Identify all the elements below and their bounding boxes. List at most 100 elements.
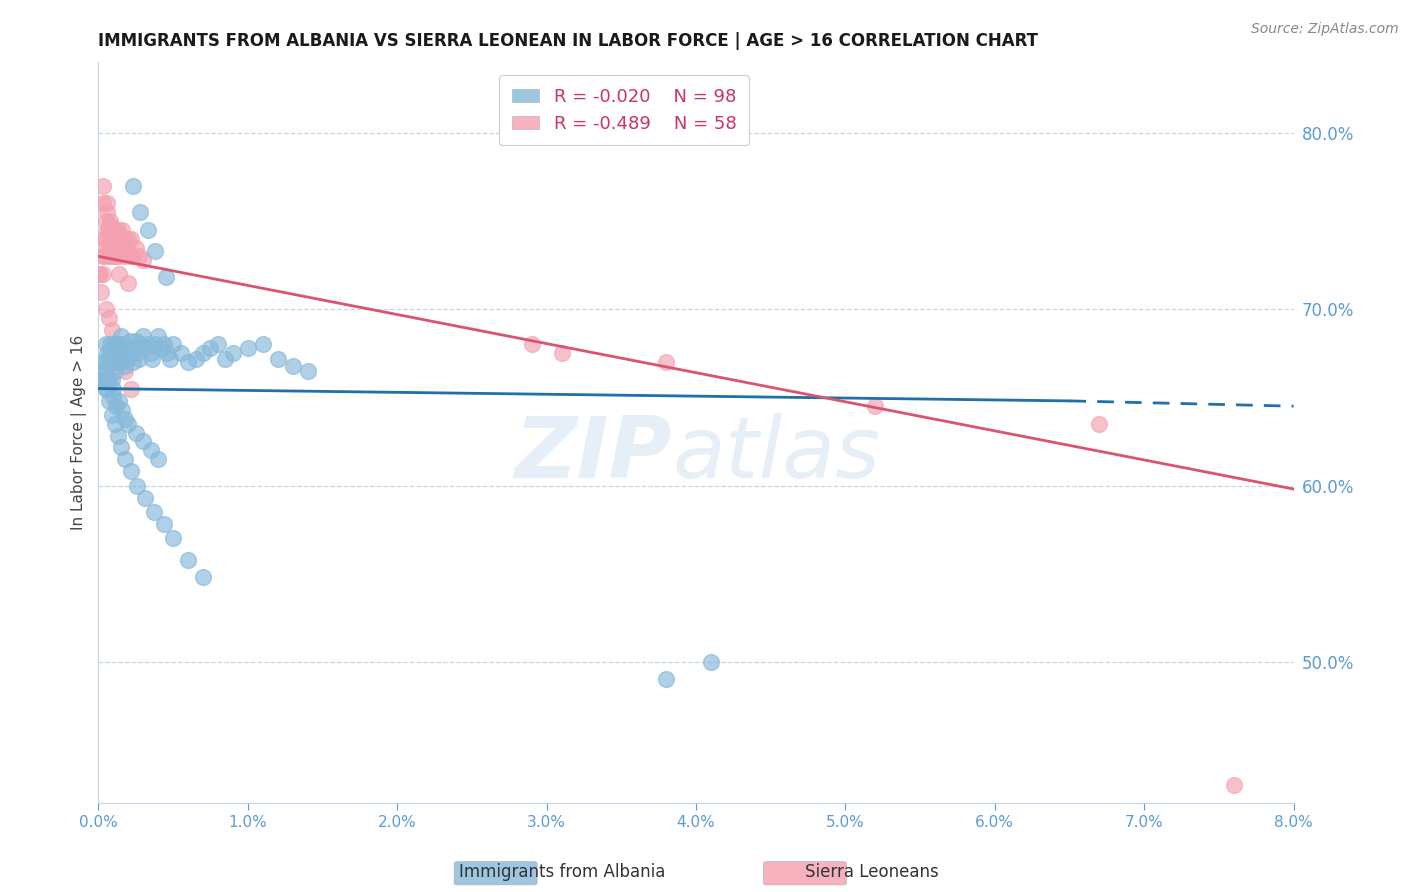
Point xyxy=(107,249,129,263)
Point xyxy=(124,341,146,355)
Point xyxy=(111,337,134,351)
Text: Source: ZipAtlas.com: Source: ZipAtlas.com xyxy=(1251,22,1399,37)
Point xyxy=(101,408,124,422)
Point xyxy=(105,337,128,351)
Point xyxy=(104,223,127,237)
Point xyxy=(1088,417,1111,431)
Point xyxy=(91,355,114,369)
Point xyxy=(150,341,173,355)
Point xyxy=(91,196,114,211)
Point xyxy=(118,334,141,348)
Point xyxy=(115,351,138,366)
Point xyxy=(93,232,115,246)
Point xyxy=(94,382,117,396)
Point xyxy=(191,570,214,584)
Point xyxy=(93,364,115,378)
Point xyxy=(98,346,122,360)
Point xyxy=(93,373,115,387)
Point xyxy=(103,390,125,404)
Legend: R = -0.020    N = 98, R = -0.489    N = 58: R = -0.020 N = 98, R = -0.489 N = 58 xyxy=(499,75,749,145)
Point xyxy=(111,223,134,237)
Point xyxy=(91,249,114,263)
Point xyxy=(267,351,290,366)
Point xyxy=(97,311,120,326)
Point xyxy=(108,393,131,408)
Point xyxy=(297,364,319,378)
Point xyxy=(101,323,124,337)
Point xyxy=(156,346,179,360)
Point xyxy=(114,411,136,425)
Point xyxy=(107,346,129,360)
Point xyxy=(96,223,118,237)
Point xyxy=(128,249,150,263)
Point xyxy=(114,359,136,373)
Point xyxy=(110,351,132,366)
Point xyxy=(93,249,115,263)
Point xyxy=(120,464,142,478)
Point xyxy=(98,214,122,228)
Point xyxy=(94,214,117,228)
Point xyxy=(115,241,138,255)
Point xyxy=(94,302,117,317)
Text: IMMIGRANTS FROM ALBANIA VS SIERRA LEONEAN IN LABOR FORCE | AGE > 16 CORRELATION : IMMIGRANTS FROM ALBANIA VS SIERRA LEONEA… xyxy=(98,32,1039,50)
Point xyxy=(177,355,200,369)
Point xyxy=(110,355,132,369)
Point xyxy=(91,267,114,281)
Point xyxy=(252,337,274,351)
Point xyxy=(96,346,118,360)
Point xyxy=(105,399,128,413)
Point xyxy=(98,218,122,232)
Point xyxy=(134,341,156,355)
Point xyxy=(155,270,177,285)
Point xyxy=(94,373,117,387)
Point xyxy=(148,452,170,467)
Point xyxy=(108,232,131,246)
Point xyxy=(207,337,229,351)
Point xyxy=(125,241,148,255)
Point xyxy=(136,337,159,351)
Point xyxy=(105,355,128,369)
Point xyxy=(128,351,150,366)
Point xyxy=(132,252,155,267)
Point xyxy=(520,337,543,351)
Point xyxy=(101,355,124,369)
Point xyxy=(91,178,114,193)
Point xyxy=(114,452,136,467)
Point xyxy=(97,249,120,263)
Point xyxy=(101,373,124,387)
Point xyxy=(162,532,184,546)
Point xyxy=(87,267,110,281)
Point xyxy=(97,355,120,369)
Point xyxy=(655,355,678,369)
Point xyxy=(550,346,572,360)
Point xyxy=(108,337,131,351)
Point xyxy=(117,417,139,431)
Point xyxy=(125,425,148,440)
Point xyxy=(117,232,139,246)
Point xyxy=(132,434,155,449)
Point xyxy=(120,232,142,246)
Point xyxy=(121,249,143,263)
Point xyxy=(127,346,149,360)
Point xyxy=(139,443,162,458)
Point xyxy=(105,232,128,246)
Point xyxy=(103,355,125,369)
Y-axis label: In Labor Force | Age > 16: In Labor Force | Age > 16 xyxy=(72,335,87,530)
Point xyxy=(117,341,139,355)
Point xyxy=(98,337,122,351)
Point xyxy=(101,223,124,237)
Point xyxy=(114,232,136,246)
Point xyxy=(184,351,207,366)
Point xyxy=(153,337,176,351)
Point xyxy=(107,223,129,237)
Point xyxy=(117,276,139,290)
Point xyxy=(96,205,118,219)
Point xyxy=(139,346,162,360)
Point xyxy=(1223,778,1246,792)
Point xyxy=(103,241,125,255)
Point xyxy=(104,249,127,263)
Point xyxy=(107,429,129,443)
Point xyxy=(90,373,112,387)
Point xyxy=(97,223,120,237)
Point xyxy=(103,232,125,246)
